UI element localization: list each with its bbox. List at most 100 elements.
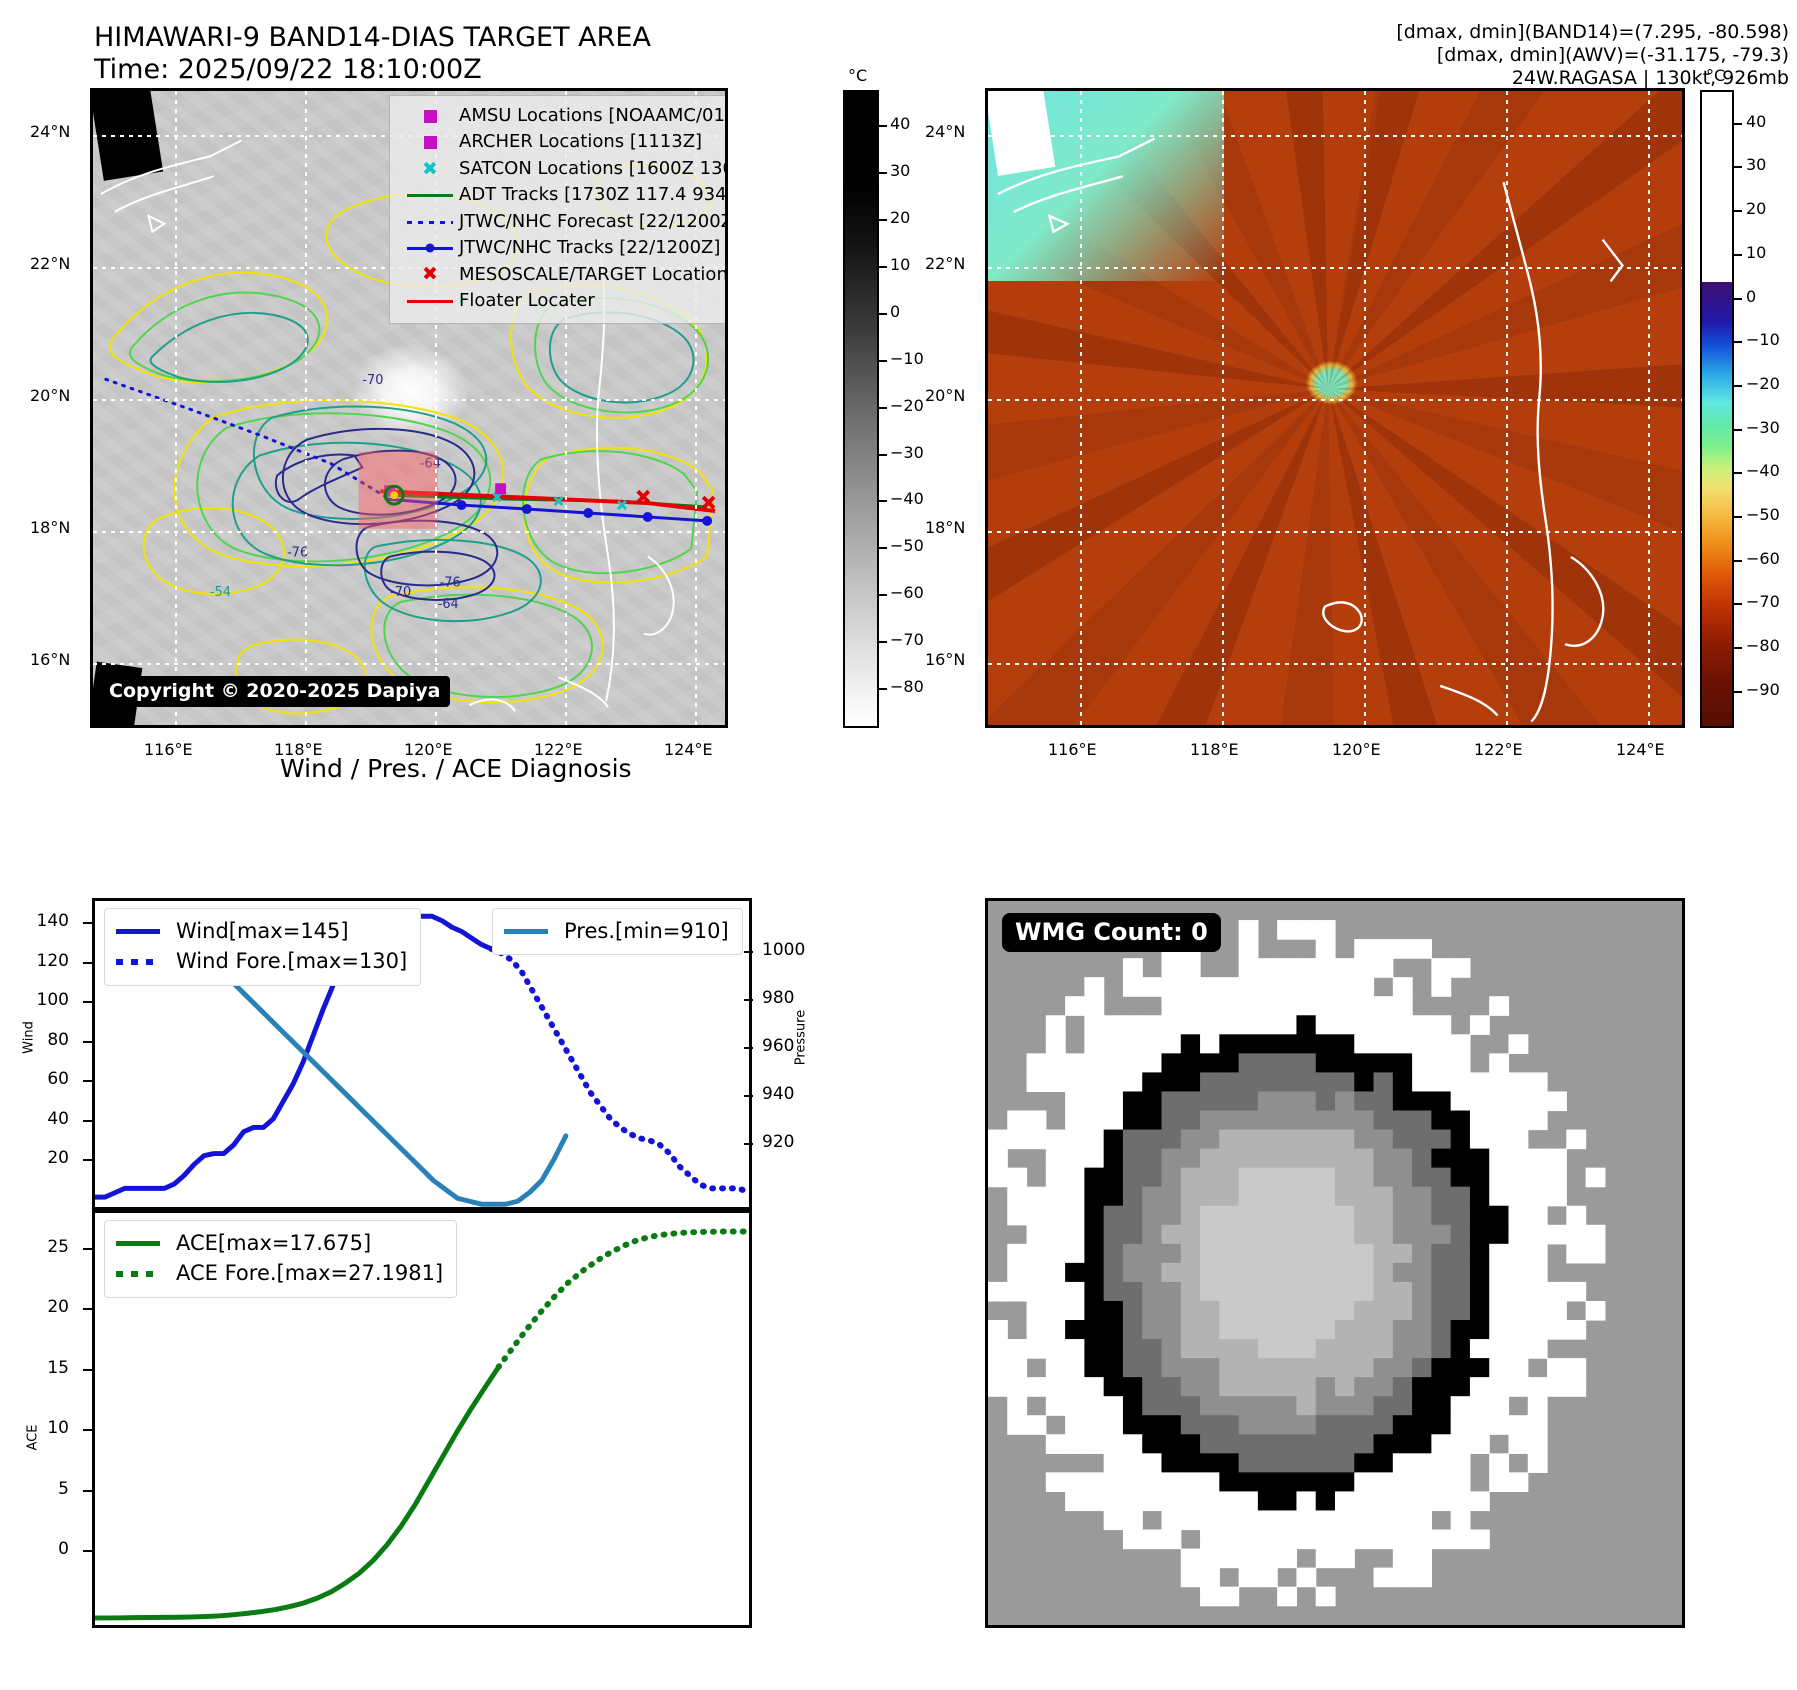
colorbar-tick-mark	[1734, 122, 1742, 125]
colorbar-tick-mark	[1734, 472, 1742, 475]
colorbar-tick-label: −10	[1746, 330, 1780, 350]
colorbar-tick-mark	[1734, 516, 1742, 519]
ir-lat-tick: 20°N	[30, 386, 71, 405]
awv-lon-tick: 122°E	[1474, 740, 1523, 759]
axis-tick-label: 5	[58, 1478, 69, 1499]
colorbar-tick-mark	[879, 265, 887, 268]
colorbar-tick-mark	[879, 406, 887, 409]
legend-label: ARCHER Locations [1113Z]	[459, 131, 703, 153]
legend-label: SATCON Locations [1600Z 130 923]	[459, 157, 725, 179]
axis-tick-label: 920	[762, 1131, 795, 1152]
square-magenta-icon	[401, 136, 459, 150]
ace-axis-label: ACE	[25, 1424, 41, 1451]
awv-lat-tick: 22°N	[925, 254, 966, 273]
axis-tick-label: 1000	[762, 939, 806, 960]
axis-tick-label: 20	[47, 1148, 69, 1169]
axis-tick-label: 940	[762, 1083, 795, 1104]
axis-tick-mark	[83, 1550, 92, 1553]
ir-satellite-map[interactable]: -70 -64 -76 -76 -64 -70 -54 -31	[90, 88, 728, 728]
colorbar-tick-label: −60	[1746, 548, 1780, 568]
axis-tick-mark	[744, 950, 753, 953]
awv-stats-awv: [dmax, dmin](AWV)=(-31.175, -79.3)	[1436, 44, 1789, 66]
ir-lon-tick: 116°E	[144, 740, 193, 759]
colorbar-tick-mark	[879, 688, 887, 691]
legend-label: JTWC/NHC Tracks [22/1200Z]	[459, 237, 721, 259]
axis-tick-mark	[744, 998, 753, 1001]
axis-tick-mark	[83, 1001, 92, 1004]
colorbar-tick-mark	[879, 125, 887, 128]
colorbar-tick-label: 20	[890, 208, 911, 227]
line-red-icon	[401, 299, 459, 303]
legend-item-satcon: ✖ SATCON Locations [1600Z 130 923]	[401, 156, 725, 182]
pressure-axis-label: Pressure	[793, 1009, 809, 1066]
axis-tick-mark	[83, 1040, 92, 1043]
colorbar-tick-mark	[1734, 384, 1742, 387]
colorbar-tick-label: 10	[1746, 242, 1767, 262]
axis-tick-mark	[83, 961, 92, 964]
legend-label: Wind[max=145]	[176, 919, 349, 943]
colorbar-tick-label: −70	[1746, 592, 1780, 612]
colorbar-tick-mark	[879, 547, 887, 550]
legend-item-ace-forecast: ACE Fore.[max=27.1981]	[116, 1258, 443, 1288]
colorbar-tick-mark	[879, 500, 887, 503]
awv-lon-tick: 118°E	[1190, 740, 1239, 759]
colorbar-tick-label: −40	[890, 489, 924, 509]
colorbar-tick-label: 40	[890, 114, 911, 134]
legend-label: JTWC/NHC Forecast [22/1200Z]	[459, 210, 728, 232]
awv-lat-tick: 24°N	[925, 122, 966, 141]
dotted-blue-icon	[116, 958, 176, 965]
colorbar-tick-label: 0	[1746, 286, 1757, 306]
ir-panel-timestamp: Time: 2025/09/22 18:10:00Z	[94, 54, 482, 85]
legend-label: ACE Fore.[max=27.1981]	[176, 1261, 444, 1286]
axis-tick-label: 980	[762, 987, 795, 1008]
legend-label: AMSU Locations [NOAAMC/0127Z 163 901]	[459, 105, 725, 126]
x-red-icon: ✖	[422, 263, 438, 286]
legend-label: ACE[max=17.675]	[176, 1231, 372, 1255]
axis-tick-mark	[83, 1080, 92, 1083]
axis-tick-label: 960	[762, 1035, 795, 1056]
ir-colorbar-unit: °C	[848, 66, 868, 85]
axis-tick-mark	[83, 1247, 92, 1250]
pressure-legend: Pres.[min=910]	[492, 908, 743, 956]
colorbar-tick-mark	[879, 219, 887, 221]
colorbar-tick-label: 30	[1746, 155, 1767, 175]
legend-item-floater: Floater Locater	[401, 288, 725, 314]
awv-colorbar	[1700, 90, 1734, 728]
copyright-notice: Copyright © 2020-2025 Dapiya	[99, 676, 451, 707]
awv-lon-tick: 124°E	[1616, 740, 1665, 759]
colorbar-tick-mark	[1734, 166, 1742, 169]
colorbar-tick-mark	[1734, 559, 1742, 562]
colorbar-tick-mark	[879, 453, 887, 456]
axis-tick-mark	[83, 1159, 92, 1162]
ir-lat-tick: 24°N	[30, 122, 71, 141]
colorbar-tick-label: −80	[1746, 636, 1780, 656]
wmg-cloud-panel[interactable]: WMG Count: 0	[985, 898, 1685, 1628]
axis-tick-label: 80	[47, 1029, 69, 1050]
axis-tick-label: 20	[47, 1297, 69, 1318]
ir-lon-tick: 120°E	[404, 740, 453, 759]
axis-tick-label: 60	[47, 1069, 69, 1090]
ir-colorbar	[843, 90, 879, 728]
axis-tick-label: 0	[58, 1539, 69, 1560]
storm-summary: 24W.RAGASA | 130kt, 926mb	[1511, 67, 1789, 89]
axis-tick-mark	[83, 1368, 92, 1371]
legend-label: MESOSCALE/TARGET Location	[459, 263, 728, 285]
awv-edge-mask	[988, 91, 1056, 176]
awv-satellite-map[interactable]	[985, 88, 1685, 728]
ir-lon-tick: 124°E	[664, 740, 713, 759]
awv-lat-tick: 18°N	[925, 518, 966, 537]
ace-legend: ACE[max=17.675] ACE Fore.[max=27.1981]	[104, 1220, 458, 1298]
dotted-green-icon	[116, 1270, 176, 1277]
colorbar-tick-mark	[1734, 341, 1742, 344]
colorbar-tick-label: −40	[1746, 461, 1780, 481]
colorbar-tick-label: −90	[1746, 679, 1780, 699]
x-cyan-icon: ✖	[422, 157, 438, 180]
colorbar-tick-mark	[1734, 253, 1742, 256]
ir-map-legend: AMSU Locations [NOAAMC/0127Z 163 901] AR…	[389, 95, 728, 324]
axis-tick-mark	[744, 1094, 753, 1097]
axis-tick-mark	[744, 1142, 753, 1145]
legend-item-wind: Wind[max=145]	[116, 916, 407, 946]
legend-item-amsu: AMSU Locations [NOAAMC/0127Z 163 901]	[401, 103, 725, 129]
line-steelblue-icon	[504, 928, 564, 934]
colorbar-tick-label: 30	[890, 161, 911, 181]
